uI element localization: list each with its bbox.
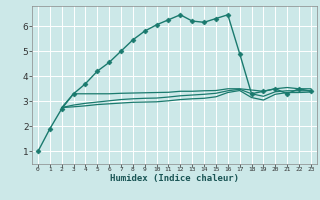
X-axis label: Humidex (Indice chaleur): Humidex (Indice chaleur) bbox=[110, 174, 239, 183]
